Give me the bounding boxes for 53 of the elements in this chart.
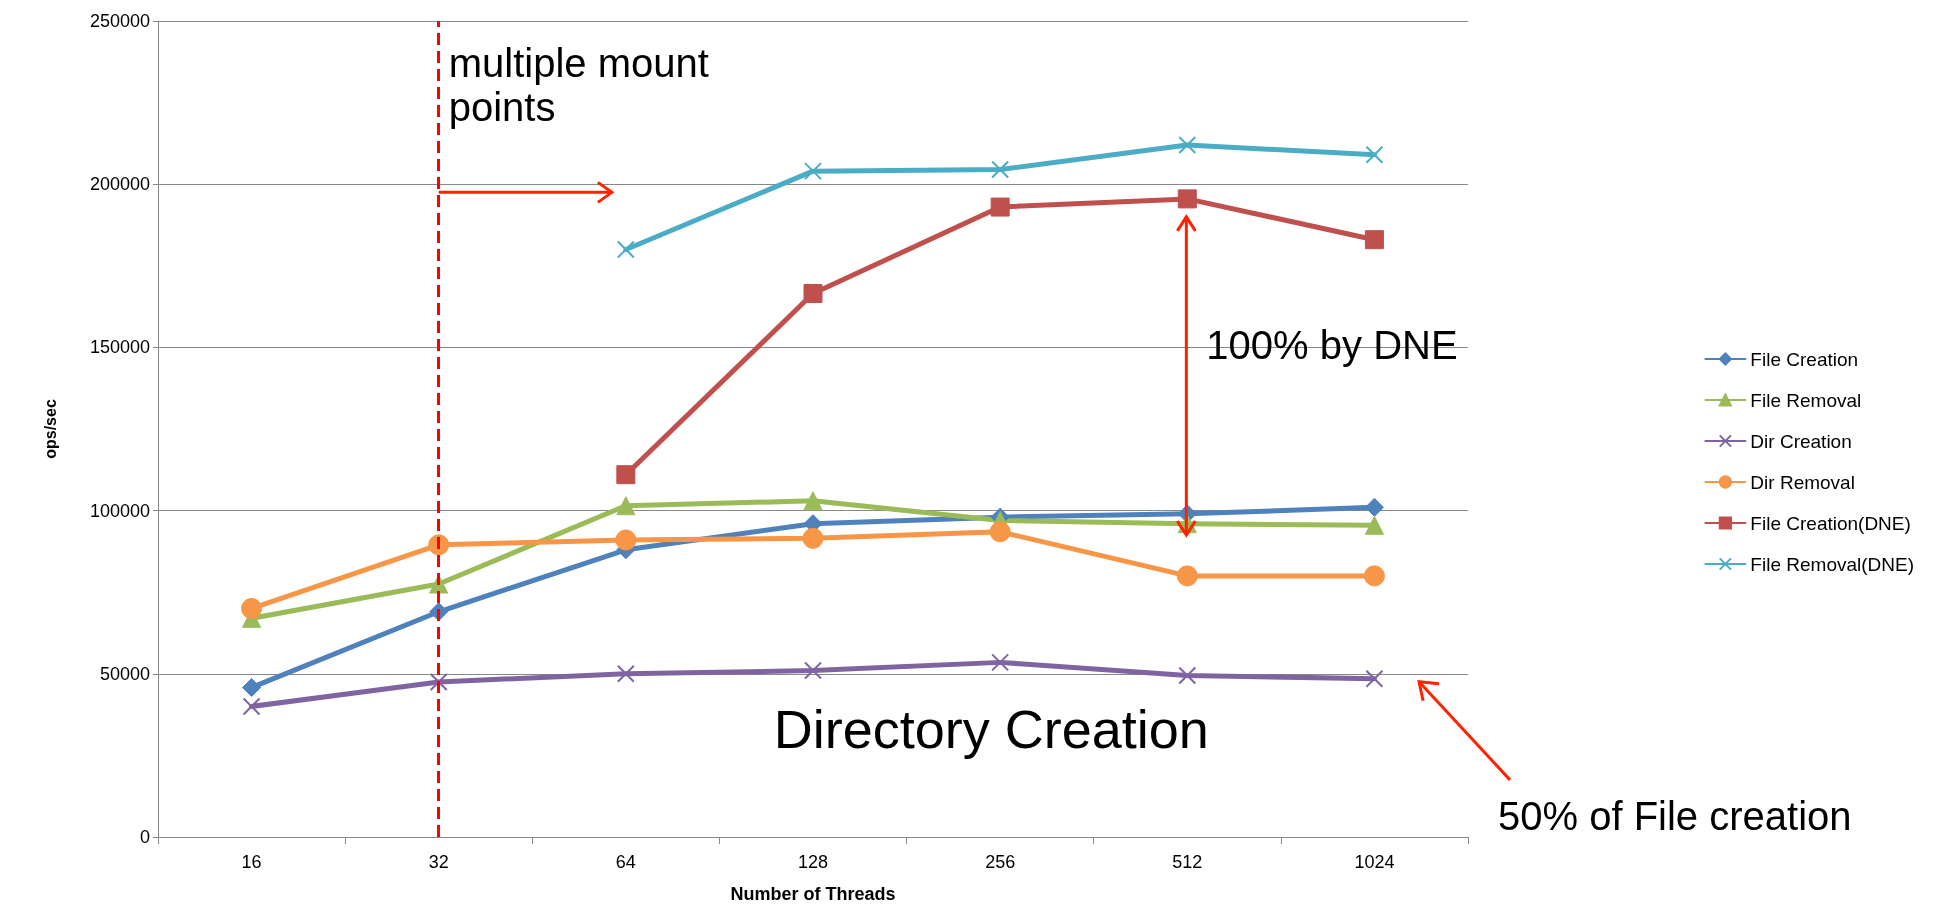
point (616, 240, 635, 259)
point (804, 162, 822, 181)
y-tick-label: 50000 (99, 663, 150, 684)
x-tick-label: 1024 (1354, 852, 1395, 872)
point (991, 653, 1010, 672)
point (616, 664, 635, 683)
legend-label: File Removal(DNE) (1750, 553, 1915, 575)
ref-line-label: multiple mount points (448, 41, 720, 129)
x-tick-label: 64 (615, 852, 636, 872)
y-tick-label: 250000 (89, 11, 150, 31)
text: 50% of File creation (1498, 793, 1852, 838)
point (991, 160, 1010, 179)
x-tick-label: 128 (797, 852, 829, 872)
x-tick-label: 16 (241, 852, 262, 872)
y-axis-title: ops/sec (41, 399, 59, 459)
point (1176, 565, 1198, 587)
legend-label: File Creation (1750, 348, 1859, 370)
point (241, 598, 263, 620)
point (1364, 515, 1384, 535)
y-tick-label: 100000 (89, 500, 150, 521)
legend-label: Dir Removal (1750, 471, 1855, 493)
point (1178, 666, 1197, 685)
point (242, 678, 262, 698)
point (990, 197, 1010, 217)
point (1365, 669, 1384, 688)
point (1364, 497, 1384, 517)
point (803, 491, 823, 511)
point (616, 465, 636, 485)
point (802, 527, 824, 549)
x-tick-label: 512 (1172, 852, 1203, 872)
legend-label: File Removal (1750, 389, 1862, 411)
point (989, 521, 1011, 543)
annotation: Directory Creation (773, 699, 1209, 760)
point (804, 661, 822, 680)
point (242, 697, 261, 716)
point (1178, 136, 1197, 155)
point (615, 529, 637, 551)
y-tick-label: 150000 (89, 337, 150, 358)
legend-label: File Creation(DNE) (1750, 512, 1911, 534)
point (803, 284, 823, 304)
point (429, 672, 448, 691)
point (1363, 565, 1385, 587)
y-tick-label: 0 (139, 827, 150, 847)
point (616, 496, 636, 516)
x-tick-label: 256 (985, 852, 1016, 872)
legend-label: Dir Creation (1750, 430, 1852, 452)
point (1364, 230, 1384, 250)
x-axis-title: Number of Threads (730, 884, 896, 904)
point (1177, 189, 1197, 209)
y-tick-label: 200000 (89, 174, 150, 195)
annotation: 100% by DNE (1206, 323, 1458, 368)
x-tick-label: 32 (428, 852, 449, 872)
point (1365, 145, 1384, 164)
